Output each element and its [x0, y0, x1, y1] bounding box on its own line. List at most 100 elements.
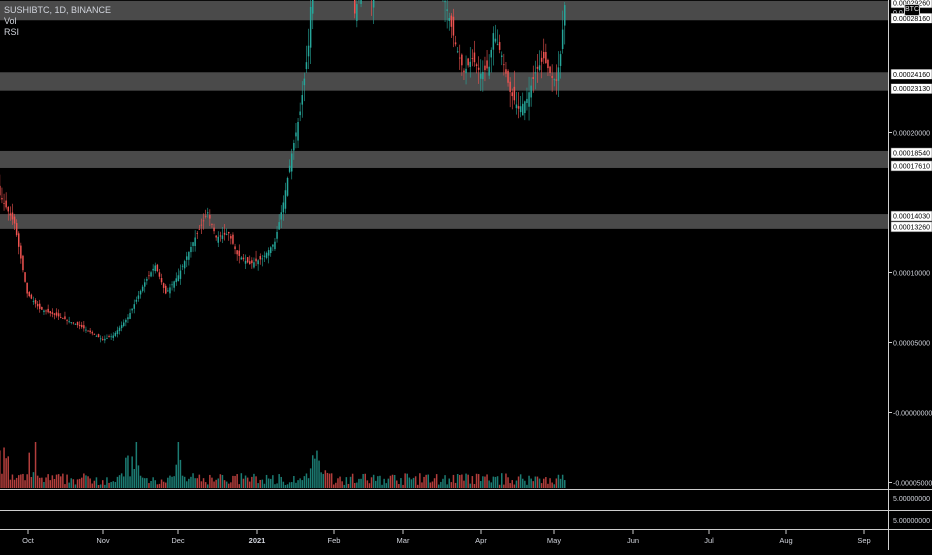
volume-bar	[10, 480, 12, 488]
volume-bar	[314, 459, 316, 488]
volume-bar	[110, 482, 112, 488]
candle-body	[64, 316, 66, 319]
candle-body	[100, 338, 102, 339]
volume-bar	[325, 470, 327, 488]
volume-bar	[73, 479, 75, 488]
volume-bar	[383, 479, 385, 488]
volume-bar	[386, 483, 388, 488]
candle-body	[167, 290, 169, 291]
currency-badge[interactable]: BTC	[904, 4, 920, 16]
volume-bar	[421, 482, 423, 488]
candle-body	[83, 325, 85, 328]
candle-body	[161, 278, 163, 282]
candle-body	[241, 258, 243, 260]
volume-indicator-label[interactable]: Vol	[4, 16, 111, 27]
volume-bar	[323, 474, 325, 488]
volume-bar	[528, 476, 530, 488]
level-label-text: 0.00013260	[893, 224, 930, 231]
volume-bar	[52, 475, 54, 488]
candle-body	[29, 292, 31, 296]
volume-bar	[411, 479, 413, 488]
candle-body	[484, 66, 486, 71]
volume-bar	[327, 473, 329, 488]
candle-body	[224, 233, 226, 235]
volume-bar	[24, 480, 26, 488]
candle-body	[520, 106, 522, 112]
candle-body	[188, 252, 190, 260]
price-tick-label: -0.00000000	[893, 411, 932, 418]
volume-bar	[440, 482, 442, 488]
candle-body	[507, 71, 509, 83]
candle-body	[463, 71, 465, 73]
candle-body	[488, 67, 490, 76]
candle-body	[310, 7, 312, 48]
candle-body	[266, 253, 268, 258]
volume-bar	[442, 479, 444, 488]
candle-body	[169, 287, 171, 293]
volume-bar	[520, 474, 522, 488]
candle-body	[213, 228, 215, 232]
candle-body	[211, 224, 213, 225]
candle-body	[257, 260, 259, 264]
candle-body	[220, 236, 222, 237]
volume-bar	[381, 485, 383, 488]
volume-bar	[444, 475, 446, 488]
candle-body	[8, 207, 10, 211]
volume-bar	[121, 473, 123, 488]
volume-bar	[507, 477, 509, 488]
candle-body	[142, 287, 144, 291]
volume-bar	[518, 476, 520, 488]
volume-bar	[264, 484, 266, 488]
volume-bar	[430, 483, 432, 488]
volume-bar	[203, 478, 205, 488]
candle-body	[558, 67, 560, 80]
candle-body	[131, 309, 133, 311]
candle-body	[249, 261, 251, 264]
volume-bar	[255, 476, 256, 488]
volume-bar	[39, 478, 41, 488]
volume-bar	[310, 468, 312, 488]
candle-body	[449, 18, 451, 21]
volume-bar	[369, 483, 371, 488]
candle-body	[37, 304, 39, 306]
candle-body	[465, 69, 467, 73]
volume-bar	[537, 477, 539, 488]
volume-bar	[169, 476, 171, 488]
symbol-title[interactable]: SUSHIBTC, 1D, BINANCE	[4, 5, 111, 16]
rsi-scale-label: 5.00000000	[893, 518, 930, 525]
candle-body	[94, 334, 96, 335]
volume-bar	[134, 469, 136, 488]
candle-body	[144, 282, 146, 286]
price-tick-label: 0.00010000	[893, 271, 930, 278]
candle-body	[262, 259, 264, 260]
candle-body	[295, 133, 297, 137]
volume-bar	[205, 482, 207, 488]
volume-bar	[268, 479, 270, 488]
volume-bar	[180, 460, 182, 488]
volume-bar	[215, 480, 217, 488]
volume-bar	[236, 474, 238, 488]
volume-bar	[455, 483, 457, 488]
candle-body	[354, 0, 356, 14]
volume-bar	[224, 480, 226, 488]
volume-bar	[535, 477, 537, 488]
volume-bar	[266, 475, 268, 488]
volume-bar	[283, 482, 285, 488]
time-tick-label: Dec	[171, 536, 185, 545]
candle-body	[228, 232, 230, 233]
volume-bar	[390, 476, 392, 488]
rsi-indicator-label[interactable]: RSI	[4, 27, 111, 38]
candle-body	[136, 300, 138, 302]
volume-bar	[295, 483, 297, 488]
volume-bar	[50, 480, 52, 488]
candle-body	[245, 261, 247, 264]
volume-bar	[509, 483, 511, 488]
candle-body	[178, 275, 180, 281]
candle-body	[159, 272, 161, 276]
volume-bar	[79, 479, 81, 488]
volume-bar	[0, 450, 1, 488]
volume-bar	[190, 477, 192, 488]
